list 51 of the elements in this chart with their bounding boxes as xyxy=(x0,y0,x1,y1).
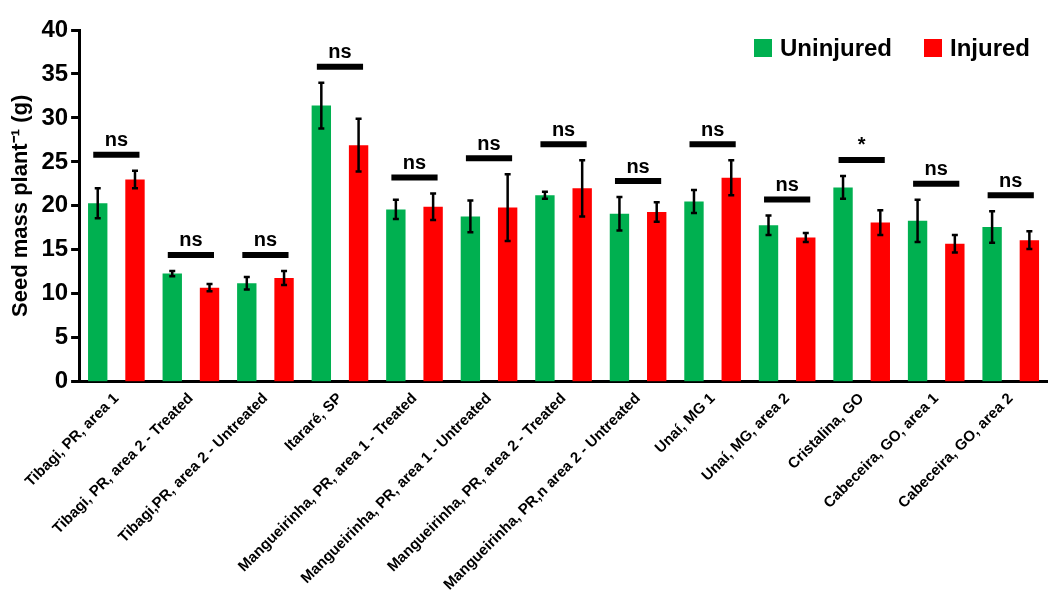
annotation: ns xyxy=(700,117,725,140)
bar xyxy=(535,195,555,382)
bar xyxy=(423,206,443,382)
annotation: * xyxy=(857,133,866,156)
annotation: ns xyxy=(477,131,501,154)
bar xyxy=(982,226,1002,382)
y-tick-label: 0 xyxy=(54,366,69,394)
y-tick-label: 30 xyxy=(41,102,69,130)
bar xyxy=(199,287,220,382)
annotation: ns xyxy=(253,228,278,251)
annotation: ns xyxy=(775,173,799,196)
bar xyxy=(497,207,518,382)
bar xyxy=(758,225,779,382)
bar xyxy=(162,273,182,382)
legend-label: Uninjured xyxy=(780,33,892,61)
bar xyxy=(386,209,406,382)
bar xyxy=(721,177,741,382)
bar xyxy=(870,222,890,382)
y-tick-label: 10 xyxy=(41,278,69,306)
annotation: ns xyxy=(924,157,948,180)
bar xyxy=(460,216,481,382)
bar xyxy=(647,212,667,382)
y-axis-title: Seed mass plant⁻¹ (g) xyxy=(7,94,33,317)
bar xyxy=(796,237,816,382)
annotation: ns xyxy=(402,151,427,174)
annotation: ns xyxy=(551,117,576,140)
y-tick-label: 5 xyxy=(54,322,69,350)
bar xyxy=(833,187,853,382)
annotation: ns xyxy=(626,154,650,177)
annotation: ns xyxy=(328,40,352,63)
bar xyxy=(1019,240,1040,382)
annotation: ns xyxy=(104,128,129,151)
annotation: ns xyxy=(179,228,203,251)
bar xyxy=(311,105,332,382)
legend-label: Injured xyxy=(950,33,1031,61)
bar xyxy=(572,188,592,382)
bar xyxy=(88,203,108,382)
bar xyxy=(125,179,145,382)
y-tick-label: 25 xyxy=(41,146,69,174)
bar xyxy=(237,283,257,382)
bar xyxy=(907,220,928,382)
bar xyxy=(274,277,294,382)
bar xyxy=(348,145,369,382)
bar xyxy=(684,201,704,382)
bar xyxy=(945,243,965,382)
y-tick-label: 15 xyxy=(41,234,69,262)
annotation: ns xyxy=(999,168,1023,191)
y-tick-label: 35 xyxy=(41,58,69,86)
y-tick-label: 40 xyxy=(41,14,69,42)
bar xyxy=(609,213,630,382)
y-tick-label: 20 xyxy=(41,190,69,218)
